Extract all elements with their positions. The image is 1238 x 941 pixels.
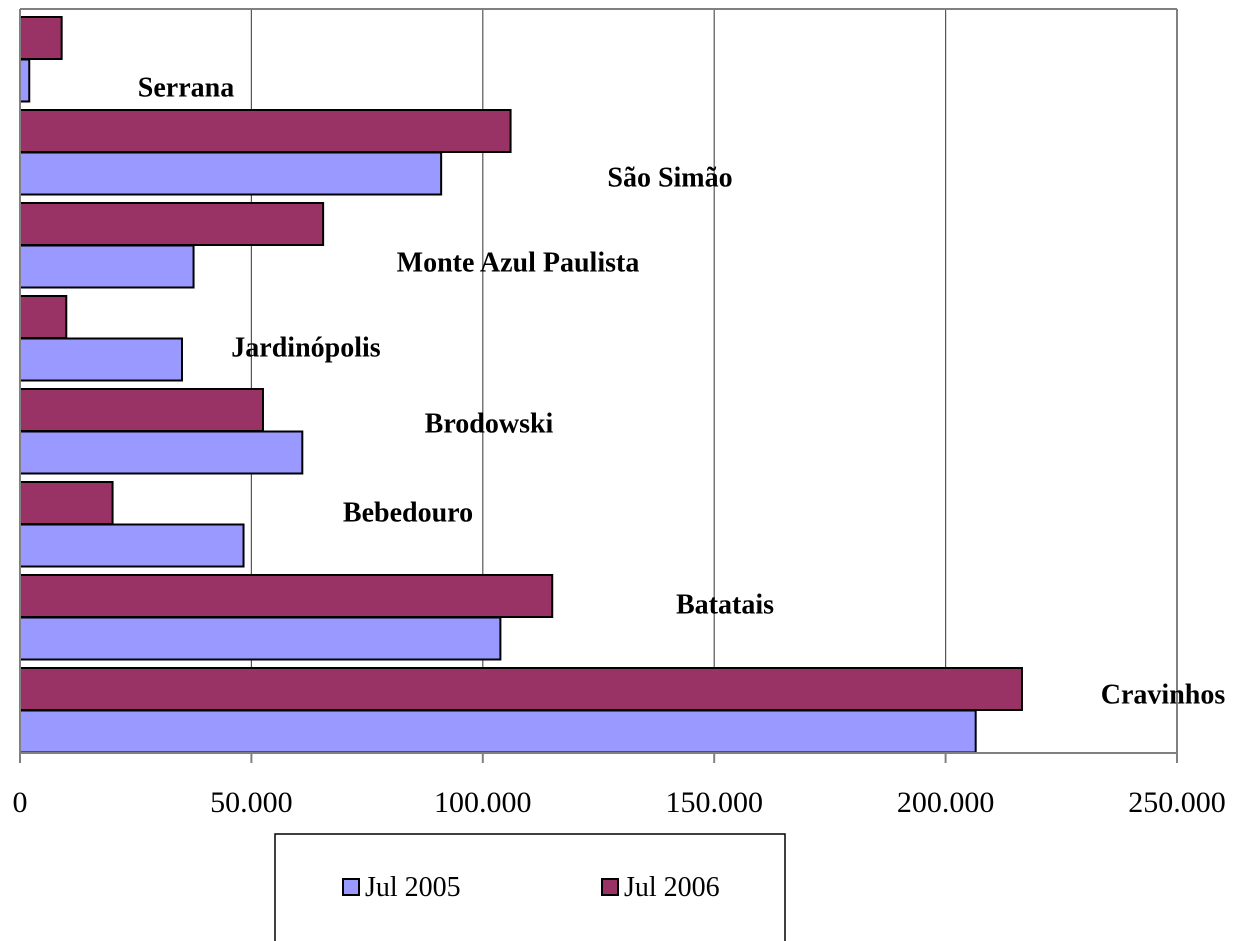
bar [19,109,512,153]
category-label: Brodowski [425,408,554,439]
category-label: Jardinópolis [231,332,380,363]
bar [19,523,245,568]
x-tick-label: 200.000 [897,786,995,819]
bar [19,430,304,475]
legend-swatch [601,878,619,896]
bar [19,388,264,432]
category-label: Monte Azul Paulista [397,247,640,278]
legend: Jul 2005 Jul 2006 [274,833,786,941]
category-label: São Simão [607,162,732,193]
bar [19,202,325,246]
x-tick-label: 50.000 [210,786,293,819]
bar [19,616,502,661]
bar [19,481,114,525]
category-labels: Cravinhos Batatais Bebedouro Brodowski Jardi… [138,72,1226,710]
category-label: Batatais [676,589,774,620]
category-label: Serrana [138,72,234,103]
x-tick-label: 0 [13,786,28,819]
bar [19,295,68,339]
bar [19,709,977,754]
bars [19,16,1023,754]
category-label: Cravinhos [1101,679,1226,710]
legend-swatch [342,878,360,896]
bar [19,244,195,289]
bar [19,58,31,103]
category-label: Bebedouro [343,497,473,528]
bar [19,337,183,382]
bar [19,574,554,618]
legend-label: Jul 2006 [624,872,720,903]
x-tick-label: 250.000 [1128,786,1226,819]
legend-box [274,833,786,941]
x-axis: 0 50.000 100.000 150.000 200.000 250.000 [13,9,1226,819]
bar [19,667,1023,711]
bar [19,151,443,196]
legend-label: Jul 2005 [365,872,461,903]
bar [19,16,63,60]
x-tick-label: 100.000 [434,786,532,819]
x-tick-label: 150.000 [665,786,763,819]
